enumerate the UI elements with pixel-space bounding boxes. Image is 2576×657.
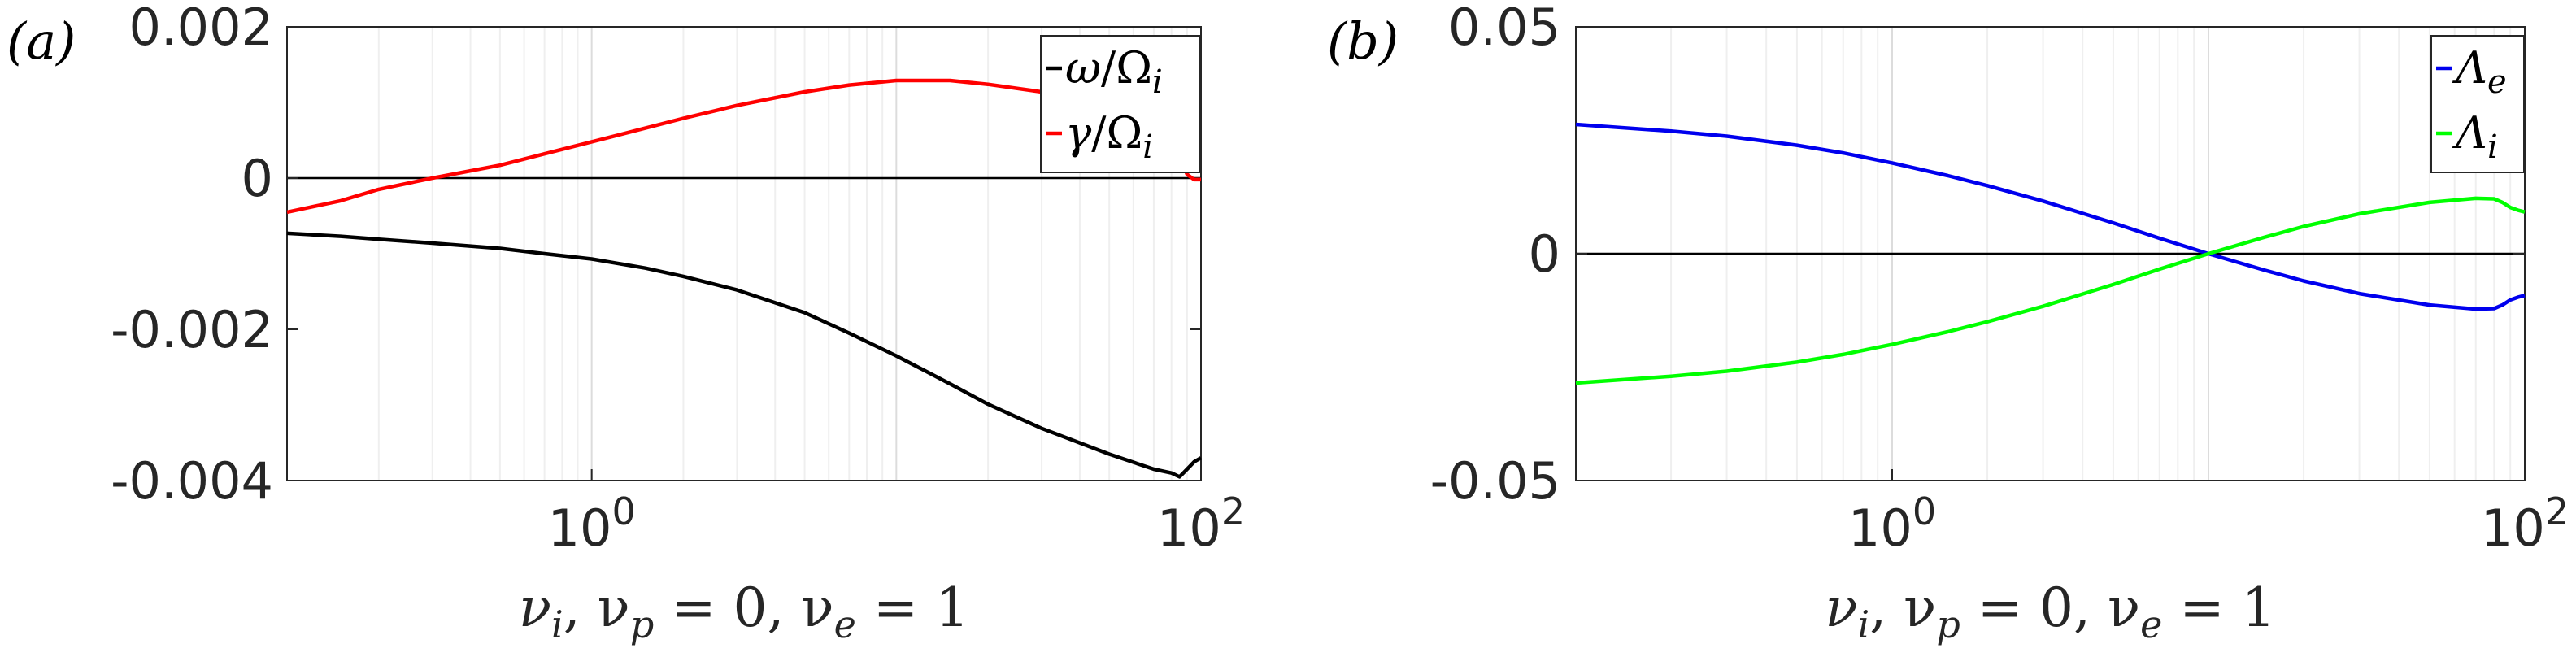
x-tick-base: 10 [1157, 498, 1221, 558]
y-tick-label: 0 [242, 149, 273, 208]
legend-entry: ω/Ωi [1065, 42, 1163, 101]
x-axis-label-text: = 0, ν [654, 577, 833, 639]
legend-symbol: Λ [2452, 42, 2487, 94]
x-tick-label: 100 [548, 489, 636, 558]
legend-symbol: Ω [1116, 42, 1152, 94]
x-axis-label-text: = 1 [856, 577, 969, 639]
x-tick-exponent: 2 [2545, 489, 2569, 533]
x-tick-label: 102 [2481, 489, 2569, 558]
legend-symbol: Ω [1106, 107, 1142, 159]
legend-separator: / [1101, 42, 1116, 94]
axes-box [286, 26, 1202, 481]
y-tick-label: -0.05 [1430, 451, 1560, 511]
legend-subscript: i [2487, 128, 2498, 166]
legend-subscript: e [2487, 63, 2507, 101]
legend-box [2430, 35, 2525, 173]
legend: ω/Ωiγ/Ωi [1040, 35, 1201, 173]
series-line [286, 231, 1203, 479]
y-tick-label: 0 [1529, 224, 1560, 284]
x-axis-label-text: ν [519, 577, 551, 639]
y-tick-label: 0.05 [1448, 0, 1560, 57]
x-axis-label-subscript: e [834, 603, 856, 646]
series-line [1575, 196, 2526, 385]
x-tick-exponent: 0 [611, 489, 635, 533]
x-axis-label-subscript: p [1936, 603, 1960, 646]
x-tick-label: 102 [1157, 489, 1245, 558]
x-tick-label: 100 [1848, 489, 1936, 558]
legend-symbol: Λ [2452, 107, 2487, 159]
y-tick-label: -0.002 [111, 300, 273, 359]
grid [377, 27, 1188, 481]
x-tick-base: 10 [548, 498, 612, 558]
x-axis-label-text: = 1 [2162, 577, 2275, 639]
x-axis-label-subscript: e [2140, 603, 2162, 646]
x-tick-base: 10 [2481, 498, 2545, 558]
x-axis-label: νi, νp = 0, νe = 1 [1825, 577, 2275, 646]
x-axis-label-subscript: p [630, 603, 654, 646]
legend-separator: / [1091, 107, 1107, 159]
panel-label: (a) [7, 11, 76, 71]
legend-entry: Λi [2452, 107, 2498, 166]
legend-subscript: i [1152, 63, 1163, 101]
x-tick-base: 10 [1848, 498, 1912, 558]
y-tick-label: 0.002 [129, 0, 274, 57]
x-axis-label-text: , ν [1869, 577, 1936, 639]
legend-box [1040, 35, 1201, 173]
legend-subscript: i [1142, 128, 1153, 166]
y-tick-label: -0.004 [111, 451, 273, 511]
x-axis-label-subscript: i [551, 603, 564, 646]
panel-label: (b) [1327, 11, 1399, 71]
legend-entry: Λe [2452, 42, 2507, 101]
x-axis-label-text: ν [1825, 577, 1857, 639]
x-axis-label-subscript: i [1858, 603, 1870, 646]
x-tick-exponent: 2 [1221, 489, 1245, 533]
series-line [1575, 122, 2526, 311]
x-tick-exponent: 0 [1912, 489, 1936, 533]
legend-symbol: ω [1065, 42, 1101, 94]
x-axis-label: νi, νp = 0, νe = 1 [519, 577, 969, 646]
legend-symbol: γ [1065, 107, 1092, 159]
x-axis-label-text: , ν [564, 577, 630, 639]
legend-entry: γ/Ωi [1065, 107, 1153, 166]
x-axis-label-text: = 0, ν [1960, 577, 2140, 639]
